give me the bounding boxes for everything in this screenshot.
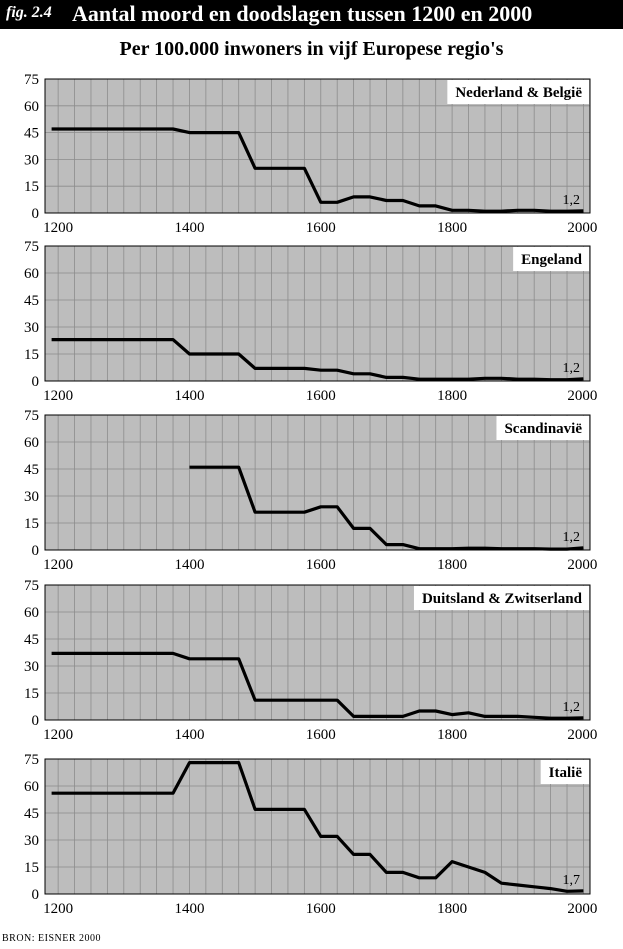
y-tick-label: 75 bbox=[24, 578, 39, 594]
x-tick-label: 2000 bbox=[567, 901, 597, 917]
x-tick-label: 2000 bbox=[567, 727, 597, 743]
y-tick-label: 45 bbox=[24, 632, 39, 648]
plot-border bbox=[44, 584, 591, 721]
x-tick-label: 1800 bbox=[437, 220, 467, 236]
x-tick-label: 1600 bbox=[306, 220, 336, 236]
y-tick-label: 45 bbox=[24, 126, 39, 142]
region-label-box bbox=[496, 416, 589, 440]
y-tick-label: 0 bbox=[32, 713, 40, 729]
x-tick-label: 2000 bbox=[567, 220, 597, 236]
plot-border bbox=[44, 414, 591, 551]
series-line bbox=[51, 338, 584, 382]
y-tick-label: 30 bbox=[24, 489, 39, 505]
region-label-box bbox=[413, 586, 589, 610]
y-tick-label: 60 bbox=[24, 99, 39, 115]
y-tick-label: 15 bbox=[24, 686, 39, 702]
x-tick-label: 1800 bbox=[437, 901, 467, 917]
chart-subtitle: Per 100.000 inwoners in vijf Europese re… bbox=[119, 38, 504, 60]
x-tick-label: 1400 bbox=[174, 220, 204, 236]
series-line bbox=[51, 127, 584, 213]
series-line bbox=[51, 760, 584, 893]
y-tick-label: 60 bbox=[24, 266, 39, 282]
x-tick-label: 1600 bbox=[306, 388, 336, 404]
x-tick-label: 1400 bbox=[174, 388, 204, 404]
series-line bbox=[189, 465, 584, 551]
x-tick-label: 1600 bbox=[306, 727, 336, 743]
end-value-label: 1,2 bbox=[563, 700, 581, 715]
y-tick-label: 75 bbox=[24, 752, 39, 768]
y-tick-label: 15 bbox=[24, 860, 39, 876]
plot-area bbox=[44, 758, 591, 895]
x-tick-label: 1200 bbox=[43, 220, 73, 236]
x-tick-label: 1800 bbox=[437, 727, 467, 743]
end-value-label: 1,2 bbox=[563, 530, 581, 545]
y-tick-label: 75 bbox=[24, 408, 39, 424]
x-tick-label: 2000 bbox=[567, 388, 597, 404]
x-tick-label: 1800 bbox=[437, 388, 467, 404]
x-tick-label: 1200 bbox=[43, 727, 73, 743]
x-tick-label: 1400 bbox=[174, 901, 204, 917]
end-value-label: 1,2 bbox=[563, 361, 581, 376]
region-label-box bbox=[513, 247, 589, 271]
x-tick-label: 1200 bbox=[43, 901, 73, 917]
figure-title: Aantal moord en doodslagen tussen 1200 e… bbox=[72, 1, 533, 26]
x-tick-label: 2000 bbox=[567, 557, 597, 573]
x-tick-label: 1600 bbox=[306, 901, 336, 917]
plot-border bbox=[44, 758, 591, 895]
figure-header: fig. 2.4 Aantal moord en doodslagen tuss… bbox=[0, 0, 623, 29]
y-tick-label: 75 bbox=[24, 239, 39, 255]
end-value-label: 1,2 bbox=[563, 193, 581, 208]
y-tick-label: 30 bbox=[24, 320, 39, 336]
y-tick-label: 0 bbox=[32, 887, 40, 903]
x-tick-label: 1200 bbox=[43, 557, 73, 573]
y-tick-label: 45 bbox=[24, 462, 39, 478]
plot-border bbox=[44, 245, 591, 382]
y-tick-label: 30 bbox=[24, 833, 39, 849]
region-label: Duitsland & Zwitserland bbox=[422, 591, 583, 607]
series-line bbox=[51, 651, 584, 720]
y-tick-label: 75 bbox=[24, 72, 39, 88]
region-label: Nederland & België bbox=[455, 85, 582, 101]
y-tick-label: 15 bbox=[24, 179, 39, 195]
x-tick-label: 1400 bbox=[174, 727, 204, 743]
y-tick-label: 0 bbox=[32, 543, 40, 559]
y-tick-label: 30 bbox=[24, 152, 39, 168]
y-tick-label: 45 bbox=[24, 293, 39, 309]
y-tick-label: 45 bbox=[24, 806, 39, 822]
x-tick-label: 1200 bbox=[43, 388, 73, 404]
x-tick-label: 1600 bbox=[306, 557, 336, 573]
x-tick-label: 1400 bbox=[174, 557, 204, 573]
region-label-box bbox=[447, 80, 589, 104]
end-value-label: 1,7 bbox=[563, 873, 581, 888]
y-tick-label: 60 bbox=[24, 435, 39, 451]
y-tick-label: 30 bbox=[24, 659, 39, 675]
y-tick-label: 60 bbox=[24, 605, 39, 621]
figure-number: fig. 2.4 bbox=[6, 4, 52, 21]
region-label: Engeland bbox=[521, 252, 583, 268]
region-label-box bbox=[540, 760, 589, 784]
region-label: Italië bbox=[549, 765, 583, 781]
y-tick-label: 0 bbox=[32, 374, 40, 390]
plot-border bbox=[44, 78, 591, 214]
x-tick-label: 1800 bbox=[437, 557, 467, 573]
source-note: BRON: EISNER 2000 bbox=[2, 933, 102, 944]
region-label: Scandinavië bbox=[504, 421, 582, 437]
y-tick-label: 60 bbox=[24, 779, 39, 795]
y-tick-label: 15 bbox=[24, 516, 39, 532]
y-tick-label: 0 bbox=[32, 206, 40, 222]
plot-area bbox=[44, 245, 591, 382]
y-tick-label: 15 bbox=[24, 347, 39, 363]
